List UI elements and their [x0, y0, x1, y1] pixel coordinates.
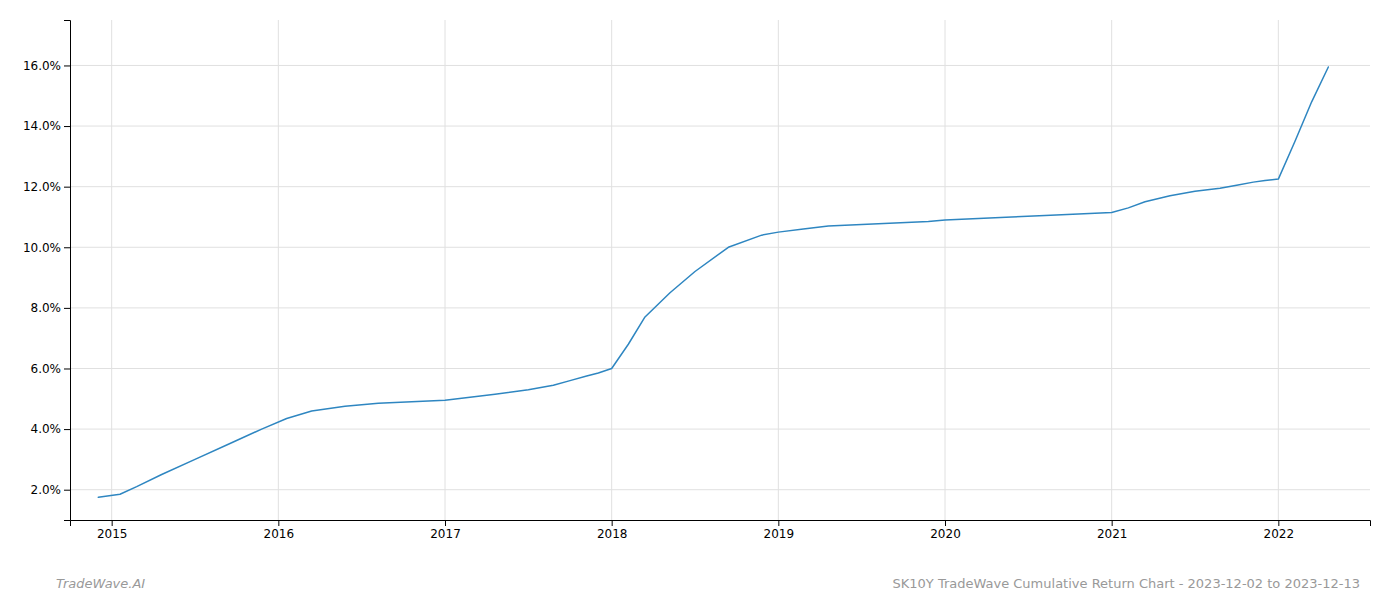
x-tick: 2016: [264, 520, 295, 541]
y-tick-label: 4.0%: [31, 422, 62, 436]
x-tick-mark: [278, 520, 279, 526]
x-tick-label: 2020: [930, 527, 961, 541]
y-tick: 4.0%: [31, 422, 71, 436]
y-tick-mark: [64, 247, 70, 248]
y-tick: 16.0%: [23, 59, 70, 73]
x-tick-mark: [945, 520, 946, 526]
grid-line: [70, 186, 1370, 187]
grid: [70, 20, 1370, 520]
x-tick: 2018: [597, 520, 628, 541]
x-tick-label: 2016: [264, 527, 295, 541]
x-tick-mark: [1112, 520, 1113, 526]
y-tick-label: 6.0%: [31, 362, 62, 376]
x-tick-mark: [445, 520, 446, 526]
x-tick-mark: [112, 520, 113, 526]
y-tick-mark: [64, 126, 70, 127]
x-tick: 2021: [1097, 520, 1128, 541]
grid-line: [70, 65, 1370, 66]
plot-area: 2015 2016 2017 2018 2019 2020 2021 2022 2.0% 4.0%…: [23, 20, 1371, 541]
x-tick-label: 2015: [97, 527, 128, 541]
x-axis-line: [71, 521, 1371, 527]
grid-line: [611, 20, 612, 520]
y-axis-line: [64, 21, 71, 521]
y-tick-mark: [64, 308, 70, 309]
grid-line: [778, 20, 779, 520]
y-tick-mark: [64, 65, 70, 66]
y-tick-label: 12.0%: [23, 180, 61, 194]
x-tick: 2020: [930, 520, 961, 541]
y-tick: 6.0%: [31, 362, 71, 376]
y-tick: 10.0%: [23, 241, 70, 255]
chart-container: 2015 2016 2017 2018 2019 2020 2021 2022 2.0% 4.0%…: [0, 0, 1400, 600]
title: SK10Y TradeWave Cumulative Return Chart …: [893, 576, 1361, 591]
line: [98, 67, 1328, 497]
x-tick-mark: [612, 520, 613, 526]
y-axis: 2.0% 4.0% 6.0% 8.0% 10.0% 12.0% 14.0% 16.0%: [23, 21, 71, 521]
x-tick-label: 2018: [597, 527, 628, 541]
y-tick-mark: [64, 187, 70, 188]
grid-line: [1278, 20, 1279, 520]
x-tick: 2015: [97, 520, 128, 541]
y-tick-mark: [64, 429, 70, 430]
grid-line: [70, 489, 1370, 490]
x-tick-label: 2022: [1264, 527, 1295, 541]
x-axis: 2015 2016 2017 2018 2019 2020 2021 2022: [71, 520, 1371, 541]
grid-line: [70, 429, 1370, 430]
grid-line: [70, 247, 1370, 248]
grid-line: [70, 368, 1370, 369]
y-tick: 2.0%: [31, 483, 71, 497]
x-tick: 2017: [430, 520, 461, 541]
y-tick: 8.0%: [31, 301, 71, 315]
y-tick-mark: [64, 368, 70, 369]
grid-line: [945, 20, 946, 520]
y-tick-mark: [64, 490, 70, 491]
x-tick-mark: [1278, 520, 1279, 526]
y-tick-label: 14.0%: [23, 119, 61, 133]
watermark: TradeWave.AI: [56, 576, 145, 591]
y-tick-label: 2.0%: [31, 483, 62, 497]
grid-line: [278, 20, 279, 520]
marks: [98, 67, 1328, 497]
x-tick-label: 2021: [1097, 527, 1128, 541]
y-tick-label: 16.0%: [23, 59, 61, 73]
grid-line: [1111, 20, 1112, 520]
x-tick-mark: [778, 520, 779, 526]
x-tick-label: 2019: [764, 527, 795, 541]
grid-line: [70, 126, 1370, 127]
y-tick: 14.0%: [23, 119, 70, 133]
y-tick: 12.0%: [23, 180, 70, 194]
x-tick-label: 2017: [430, 527, 461, 541]
y-tick-label: 10.0%: [23, 241, 61, 255]
chart-svg: 2015 2016 2017 2018 2019 2020 2021 2022 2.0% 4.0%…: [0, 0, 1400, 600]
grid-line: [445, 20, 446, 520]
x-tick: 2022: [1264, 520, 1295, 541]
y-tick-label: 8.0%: [31, 301, 62, 315]
x-tick: 2019: [764, 520, 795, 541]
grid-line: [111, 20, 112, 520]
grid-line: [70, 307, 1370, 308]
